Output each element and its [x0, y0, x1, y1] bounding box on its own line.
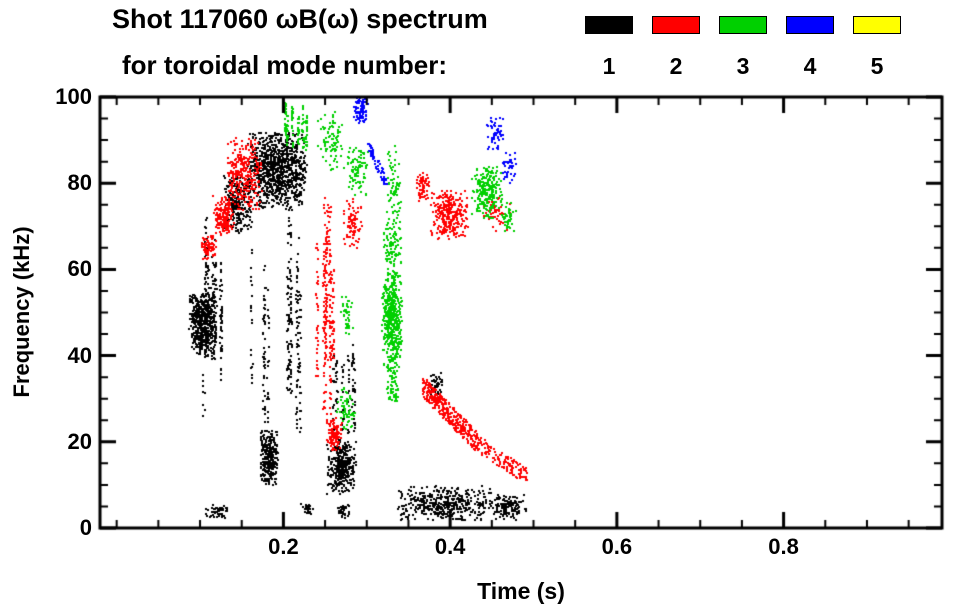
legend-swatch-mode-1 — [585, 16, 633, 34]
chart-title: Shot 117060 ωB(ω) spectrum — [112, 4, 488, 34]
chart-subtitle: for toroidal mode number: — [122, 50, 447, 80]
legend-label-mode-1: 1 — [602, 53, 616, 79]
legend-label-mode-2: 2 — [669, 53, 683, 79]
legend-swatch-mode-2 — [652, 16, 700, 34]
legend-swatch-mode-4 — [786, 16, 834, 34]
legend-label-mode-3: 3 — [736, 53, 750, 79]
legend-swatch-mode-5 — [853, 16, 901, 34]
legend-label-mode-5: 5 — [870, 53, 884, 79]
y-axis-label: Frequency (kHz) — [9, 226, 34, 398]
x-axis-label: Time (s) — [477, 578, 565, 604]
legend-swatch-mode-3 — [719, 16, 767, 34]
legend-label-mode-4: 4 — [803, 53, 817, 79]
